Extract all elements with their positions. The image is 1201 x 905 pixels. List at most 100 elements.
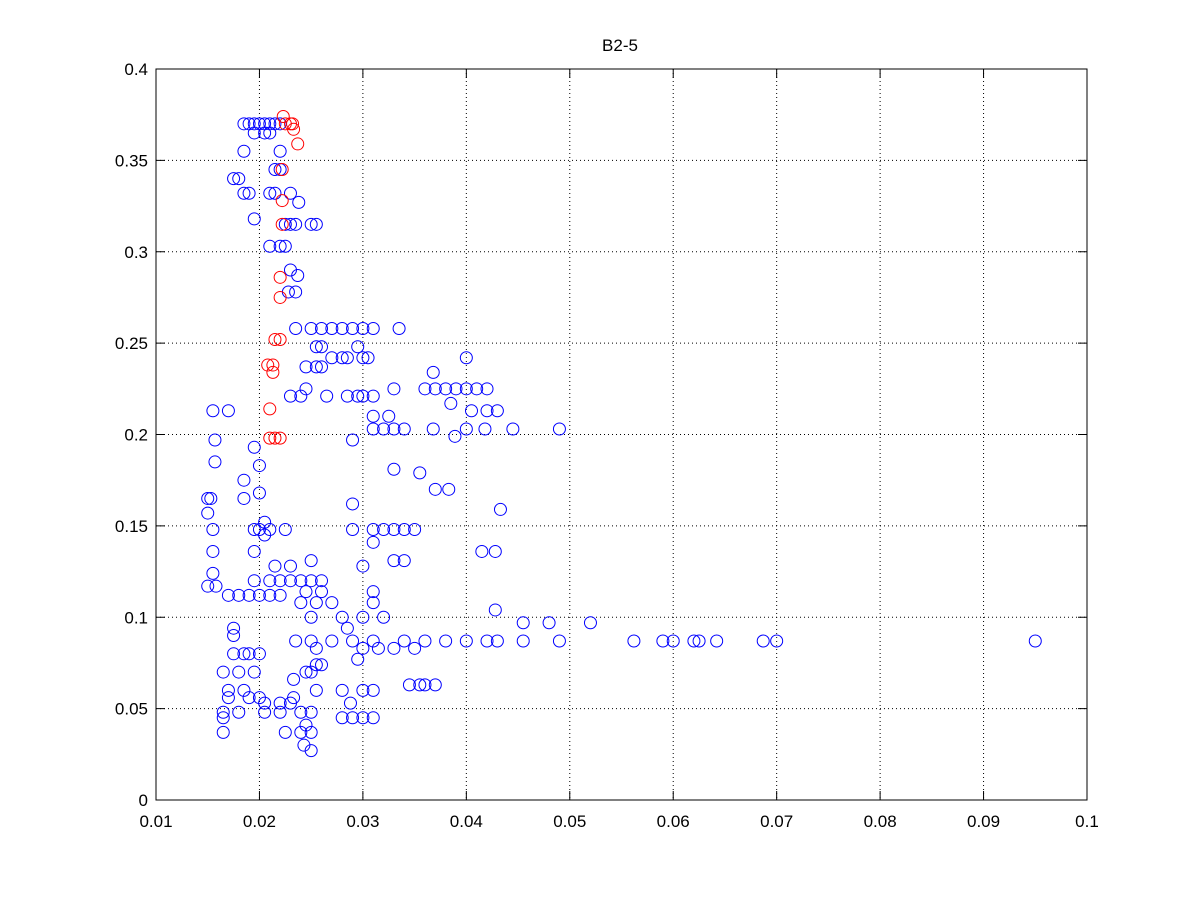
marker — [268, 559, 282, 573]
marker — [315, 574, 329, 588]
marker — [480, 404, 494, 418]
marker — [1028, 634, 1042, 648]
marker — [252, 647, 266, 661]
marker — [397, 523, 411, 537]
x-tick-label: 0.01 — [139, 812, 172, 831]
marker — [490, 634, 504, 648]
marker — [294, 705, 308, 719]
marker — [366, 523, 380, 537]
marker — [366, 535, 380, 549]
marker — [325, 596, 339, 610]
marker — [366, 711, 380, 725]
marker — [263, 126, 277, 140]
marker — [627, 634, 641, 648]
marker — [552, 422, 566, 436]
axes-box — [155, 68, 1088, 801]
marker — [439, 382, 453, 396]
chart-title: B2-5 — [602, 36, 638, 55]
marker — [252, 486, 266, 500]
marker — [315, 340, 329, 354]
marker — [392, 322, 406, 336]
marker — [206, 544, 220, 558]
marker — [258, 126, 272, 140]
marker — [247, 523, 261, 537]
marker — [710, 634, 724, 648]
marker — [242, 647, 256, 661]
marker — [304, 705, 318, 719]
marker — [448, 429, 462, 443]
marker — [276, 110, 290, 124]
marker — [426, 422, 440, 436]
marker — [315, 322, 329, 336]
marker — [387, 462, 401, 476]
marker — [692, 634, 706, 648]
marker — [413, 678, 427, 692]
marker — [387, 641, 401, 655]
marker — [304, 322, 318, 336]
marker — [506, 422, 520, 436]
marker — [291, 269, 305, 283]
marker — [340, 351, 354, 365]
marker — [294, 389, 308, 403]
marker — [216, 665, 230, 679]
marker — [346, 634, 360, 648]
marker — [237, 647, 251, 661]
marker — [275, 163, 289, 177]
marker — [266, 365, 280, 379]
marker — [242, 588, 256, 602]
marker — [201, 506, 215, 520]
y-tick-label: 0.35 — [115, 151, 148, 170]
marker — [475, 544, 489, 558]
marker — [221, 691, 235, 705]
marker — [418, 678, 432, 692]
marker — [287, 672, 301, 686]
marker — [263, 402, 277, 416]
marker — [371, 641, 385, 655]
marker — [656, 634, 670, 648]
marker — [346, 322, 360, 336]
marker — [273, 290, 287, 304]
marker — [278, 239, 292, 253]
marker — [273, 696, 287, 710]
y-tick-label: 0.25 — [115, 334, 148, 353]
marker — [516, 616, 530, 630]
x-tick-label: 0.05 — [553, 812, 586, 831]
marker — [351, 340, 365, 354]
marker — [346, 497, 360, 511]
marker — [346, 433, 360, 447]
marker — [206, 404, 220, 418]
marker — [356, 389, 370, 403]
marker — [428, 678, 442, 692]
marker — [309, 360, 323, 374]
marker — [263, 431, 277, 445]
marker — [201, 579, 215, 593]
marker — [351, 652, 365, 666]
marker — [227, 621, 241, 635]
marker — [346, 523, 360, 537]
marker — [309, 641, 323, 655]
marker — [263, 239, 277, 253]
marker — [294, 574, 308, 588]
marker — [247, 212, 261, 226]
y-tick-label: 0 — [139, 791, 148, 810]
marker — [263, 186, 277, 200]
marker — [377, 422, 391, 436]
y-tick-label: 0.15 — [115, 517, 148, 536]
marker — [208, 455, 222, 469]
marker — [356, 683, 370, 697]
marker — [283, 217, 297, 231]
marker — [247, 440, 261, 454]
marker — [227, 647, 241, 661]
marker — [490, 404, 504, 418]
marker — [289, 634, 303, 648]
marker — [320, 389, 334, 403]
marker — [315, 360, 329, 374]
marker — [465, 404, 479, 418]
marker — [361, 351, 375, 365]
marker — [289, 217, 303, 231]
marker — [268, 431, 282, 445]
marker — [237, 186, 251, 200]
marker — [304, 610, 318, 624]
marker — [402, 678, 416, 692]
marker — [366, 683, 380, 697]
